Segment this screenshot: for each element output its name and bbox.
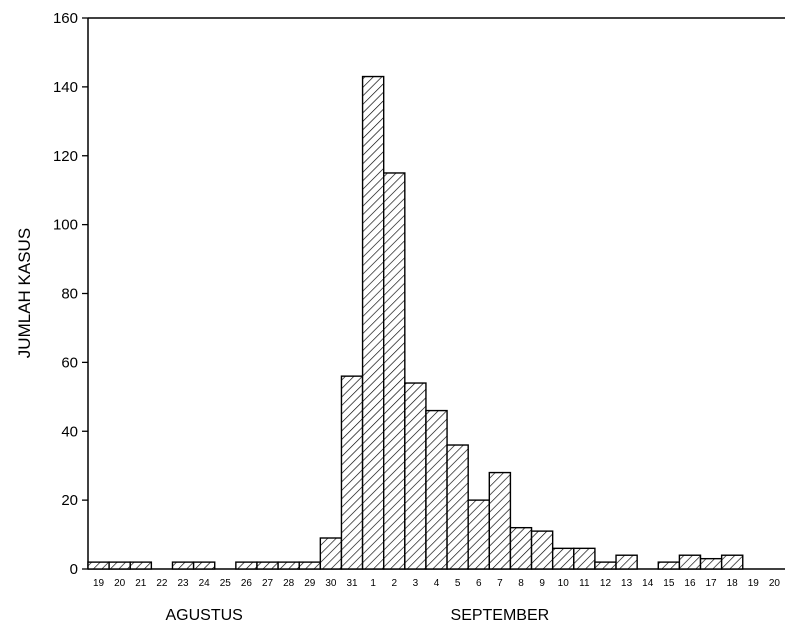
x-tick-label: 3: [413, 578, 419, 589]
x-tick-label: 20: [769, 578, 781, 589]
x-tick-label: 27: [262, 578, 274, 589]
y-tick-label: 140: [53, 79, 78, 96]
x-tick-label: 29: [304, 578, 316, 589]
bar: [488, 471, 512, 570]
x-tick-label: 7: [497, 578, 503, 589]
x-tick-label: 30: [325, 578, 337, 589]
x-tick-label: 17: [706, 578, 718, 589]
bar: [340, 375, 364, 570]
x-tick-label: 25: [220, 578, 232, 589]
bar: [235, 561, 258, 570]
x-tick-label: 4: [434, 578, 440, 589]
y-tick-label: 160: [53, 10, 78, 27]
bar: [404, 382, 427, 570]
x-tick-label: 15: [663, 578, 675, 589]
bar: [425, 409, 448, 570]
x-tick-label: 23: [177, 578, 189, 589]
y-axis: 0 20 40 60 80 100 120 140 160: [53, 10, 88, 578]
bar: [699, 557, 723, 570]
x-tick-label: 16: [684, 578, 696, 589]
bars: [87, 75, 744, 570]
x-tick-label: 10: [558, 578, 570, 589]
x-tick-label: 19: [93, 578, 105, 589]
bar: [467, 499, 491, 570]
y-tick-label: 40: [61, 423, 78, 440]
x-tick-label: 24: [199, 578, 211, 589]
bar: [108, 561, 131, 570]
bar: [298, 561, 322, 570]
y-tick-label: 100: [53, 217, 78, 234]
month-label: AGUSTUS: [165, 607, 242, 624]
x-tick-label: 28: [283, 578, 295, 589]
x-tick-label: 26: [241, 578, 253, 589]
x-tick-label: 18: [727, 578, 739, 589]
bar: [615, 554, 638, 570]
y-tick-label: 120: [53, 148, 78, 165]
bar: [171, 561, 195, 570]
bar: [720, 554, 744, 570]
x-tick-label: 1: [370, 578, 376, 589]
bar: [129, 561, 153, 570]
bar: [551, 547, 575, 570]
x-tick-label: 9: [539, 578, 545, 589]
x-tick-label: 11: [579, 578, 590, 589]
x-tick-label: 13: [621, 578, 633, 589]
x-axis: 19 20 21 22 23 24 25 26 27 28 29 30 31 1 2 3 4 5 6 7 8 9 10 11 1…: [93, 578, 780, 624]
month-label: SEPTEMBER: [451, 607, 550, 624]
bar: [678, 554, 702, 570]
x-tick-label: 6: [476, 578, 482, 589]
bar: [361, 75, 385, 570]
x-tick-label: 2: [391, 578, 397, 589]
bar: [657, 561, 681, 570]
bar: [594, 561, 617, 570]
x-tick-label: 19: [748, 578, 760, 589]
x-tick-label: 14: [642, 578, 654, 589]
x-tick-label: 12: [600, 578, 612, 589]
bar: [319, 537, 343, 570]
bar: [277, 561, 300, 570]
y-axis-label: JUMLAH KASUS: [15, 228, 34, 358]
x-tick-label: 31: [346, 578, 358, 589]
x-tick-label: 5: [455, 578, 461, 589]
bar: [509, 526, 533, 570]
bar: [530, 530, 554, 570]
x-tick-label: 20: [114, 578, 126, 589]
y-tick-label: 60: [61, 354, 78, 371]
x-tick-label: 22: [156, 578, 168, 589]
bar: [446, 444, 469, 570]
bar: [256, 561, 279, 570]
bar: [382, 172, 406, 570]
y-tick-label: 80: [61, 286, 78, 303]
x-tick-label: 8: [518, 578, 524, 589]
x-tick-label: 21: [135, 578, 147, 589]
bar: [573, 547, 596, 570]
y-tick-label: 20: [61, 492, 78, 509]
bar: [192, 561, 216, 570]
y-tick-label: 0: [70, 561, 78, 578]
bar: [87, 561, 110, 570]
